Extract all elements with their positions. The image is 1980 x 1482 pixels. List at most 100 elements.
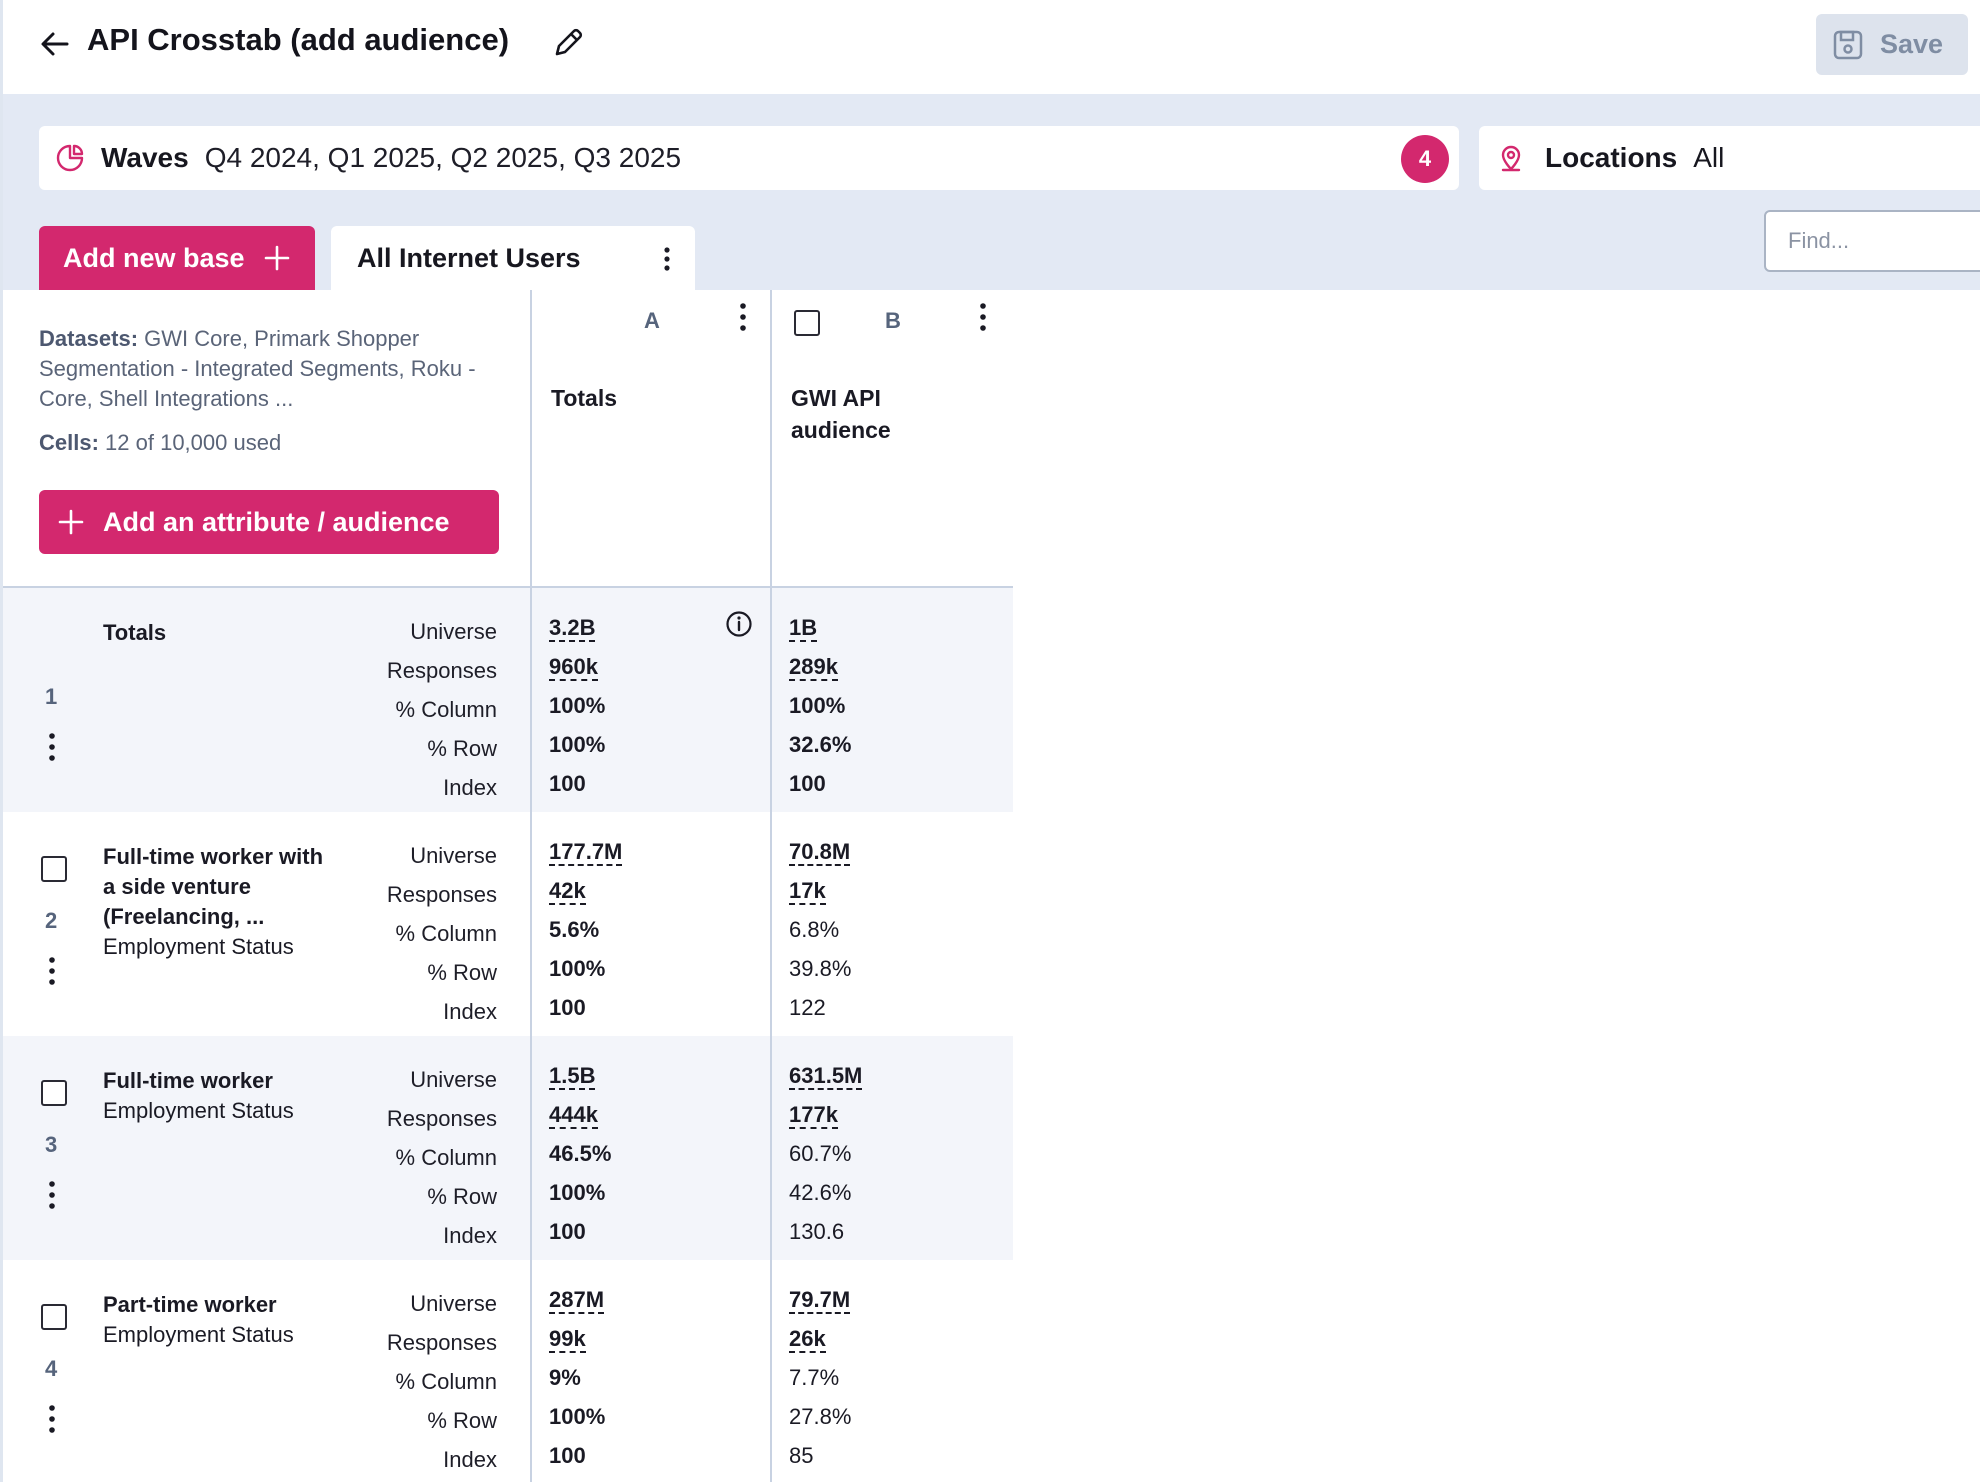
column-a-title: Totals (551, 385, 618, 411)
row-more-icon[interactable] (48, 732, 56, 762)
metric-row-pct: % Row (427, 736, 497, 761)
column-a-more-icon[interactable] (739, 302, 747, 332)
find-input[interactable] (1764, 210, 1980, 272)
column-a-values: 3.2B 960k 100% 100% 100 (549, 608, 605, 803)
metric-responses: Responses (386, 1330, 497, 1355)
value-index: 130.6 (789, 1219, 845, 1244)
row-title: Totals (103, 618, 333, 648)
column-b-checkbox[interactable] (794, 310, 820, 336)
metric-responses: Responses (386, 658, 497, 683)
column-a-letter: A (644, 308, 660, 333)
table-row: 4 Part-time worker Employment Status Uni… (3, 1260, 1013, 1482)
metric-responses: Responses (386, 882, 497, 907)
row-metric-labels: Universe Responses % Column % Row Index (303, 612, 497, 807)
metric-index: Index (443, 1223, 497, 1248)
value-index: 100 (789, 771, 826, 796)
filter-band: Waves Q4 2024, Q1 2025, Q2 2025, Q3 2025… (0, 94, 1980, 290)
row-number: 4 (45, 1356, 58, 1381)
base-tab-more-icon[interactable] (663, 246, 671, 272)
locations-filter[interactable]: Locations All (1479, 126, 1980, 190)
row-more-icon[interactable] (48, 956, 56, 986)
add-attribute-audience-button[interactable]: Add an attribute / audience (39, 490, 499, 554)
value-row-pct: 100% (549, 956, 606, 981)
metric-row-pct: % Row (427, 960, 497, 985)
pencil-edit-icon[interactable] (549, 24, 587, 62)
cells-value: 12 of 10,000 used (105, 430, 282, 455)
value-universe[interactable]: 3.2B (549, 615, 596, 642)
row-more-icon[interactable] (48, 1404, 56, 1434)
value-column-pct: 60.7% (789, 1141, 852, 1166)
row-metric-labels: Universe Responses % Column % Row Index (303, 1284, 497, 1479)
datasets-value: GWI Core, Primark Shopper Segmentation -… (39, 326, 476, 411)
location-pin-icon (1501, 145, 1521, 172)
waves-filter[interactable]: Waves Q4 2024, Q1 2025, Q2 2025, Q3 2025… (39, 126, 1459, 190)
value-index: 100 (549, 771, 586, 796)
value-universe[interactable]: 79.7M (789, 1287, 851, 1314)
row-number: 1 (45, 684, 58, 709)
value-universe[interactable]: 1.5B (549, 1063, 596, 1090)
value-row-pct: 42.6% (789, 1180, 852, 1205)
row-number: 3 (45, 1132, 58, 1157)
value-row-pct: 27.8% (789, 1404, 852, 1429)
value-responses[interactable]: 444k (549, 1102, 598, 1129)
row-metric-labels: Universe Responses % Column % Row Index (303, 1060, 497, 1255)
row-title: Full-time worker with a side venture (Fr… (103, 842, 333, 962)
value-responses[interactable]: 42k (549, 878, 586, 905)
metric-row-pct: % Row (427, 1184, 497, 1209)
save-label: Save (1880, 29, 1944, 59)
waves-value: Q4 2024, Q1 2025, Q2 2025, Q3 2025 (204, 142, 682, 173)
base-tab-all-internet-users[interactable]: All Internet Users (331, 226, 695, 290)
add-new-base-button[interactable]: Add new base (39, 226, 315, 290)
column-a-values: 287M 99k 9% 100% 100 (549, 1280, 605, 1475)
back-arrow-icon[interactable] (37, 26, 73, 62)
value-column-pct: 7.7% (789, 1365, 840, 1390)
table-row: 2 Full-time worker with a side venture (… (3, 812, 1013, 1036)
value-responses[interactable]: 99k (549, 1326, 586, 1353)
column-b-more-icon[interactable] (979, 302, 987, 332)
save-disk-icon (1833, 30, 1863, 59)
value-responses[interactable]: 960k (549, 654, 598, 681)
locations-value: All (1693, 142, 1725, 173)
row-title: Full-time worker Employment Status (103, 1066, 333, 1126)
column-a-values: 177.7M 42k 5.6% 100% 100 (549, 832, 623, 1027)
row-checkbox[interactable] (41, 1304, 67, 1330)
value-row-pct: 100% (549, 1180, 606, 1205)
row-subtitle: Employment Status (103, 934, 294, 959)
value-index: 85 (789, 1443, 814, 1468)
value-universe[interactable]: 177.7M (549, 839, 623, 866)
table-row: 1 Totals Universe Responses % Column % R… (3, 588, 1013, 812)
row-checkbox[interactable] (41, 856, 67, 882)
row-title: Part-time worker Employment Status (103, 1290, 333, 1350)
value-row-pct: 32.6% (789, 732, 852, 757)
info-icon[interactable] (725, 610, 753, 638)
metric-column-pct: % Column (395, 1145, 497, 1170)
column-b-letter: B (885, 308, 901, 333)
metric-responses: Responses (386, 1106, 497, 1131)
column-b-values: 631.5M 177k 60.7% 42.6% 130.6 (789, 1056, 863, 1251)
value-row-pct: 100% (549, 1404, 606, 1429)
value-column-pct: 46.5% (549, 1141, 612, 1166)
metric-index: Index (443, 775, 497, 800)
row-more-icon[interactable] (48, 1180, 56, 1210)
value-responses[interactable]: 177k (789, 1102, 838, 1129)
app-header: API Crosstab (add audience) Save (0, 0, 1980, 94)
locations-label: Locations (1545, 142, 1678, 173)
value-index: 100 (549, 1443, 586, 1468)
value-universe[interactable]: 631.5M (789, 1063, 863, 1090)
waves-label: Waves (101, 142, 189, 173)
cells-info: Cells: 12 of 10,000 used (39, 430, 281, 456)
value-responses[interactable]: 17k (789, 878, 826, 905)
page-title: API Crosstab (add audience) (87, 22, 510, 57)
value-universe[interactable]: 1B (789, 615, 818, 642)
row-title-text: Full-time worker with a side venture (Fr… (103, 844, 324, 929)
value-responses[interactable]: 289k (789, 654, 838, 681)
save-button[interactable]: Save (1816, 14, 1968, 75)
value-universe[interactable]: 70.8M (789, 839, 851, 866)
cells-label: Cells: (39, 430, 99, 455)
row-checkbox[interactable] (41, 1080, 67, 1106)
metric-universe: Universe (410, 843, 497, 868)
value-universe[interactable]: 287M (549, 1287, 605, 1314)
row-subtitle: Employment Status (103, 1322, 294, 1347)
value-column-pct: 100% (549, 693, 606, 718)
value-responses[interactable]: 26k (789, 1326, 826, 1353)
